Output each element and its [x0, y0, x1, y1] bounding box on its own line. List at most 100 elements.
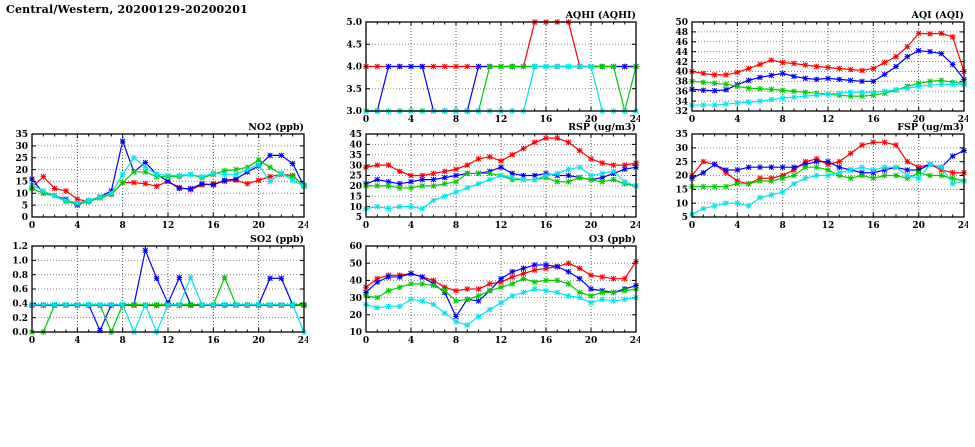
x-tick-label: 16 [540, 336, 553, 346]
data-point [97, 327, 103, 334]
data-point [408, 270, 414, 277]
data-point [278, 275, 285, 282]
chart-panel-o3: O3 (ppb) 10 20 30 40 50 60 0 4 8 12 16 20 24 [340, 232, 640, 347]
data-point [221, 177, 228, 184]
data-point [131, 302, 137, 308]
x-tick-label: 0 [363, 115, 369, 125]
plot-frame [691, 21, 965, 112]
y-tick-label: 30 [349, 294, 362, 304]
data-point [441, 168, 448, 175]
data-point [927, 31, 933, 37]
y-tick-label: 46 [675, 38, 688, 48]
data-point [768, 175, 775, 182]
data-point [825, 161, 831, 168]
data-point [153, 171, 160, 178]
data-point [153, 275, 160, 282]
data-point [475, 181, 482, 187]
data-point [859, 89, 865, 95]
x-tick-label: 8 [120, 336, 126, 346]
y-tick-label: 35 [675, 130, 688, 140]
data-point [599, 160, 606, 166]
y-tick-label: 1.0 [12, 257, 28, 267]
x-tick-label: 24 [630, 115, 640, 125]
data-point [475, 286, 482, 292]
data-point [610, 168, 617, 175]
data-point [554, 135, 561, 141]
y-tick-label: 60 [349, 242, 362, 252]
data-point [267, 173, 273, 180]
data-point [576, 289, 583, 296]
chart-panel-aqhi: AQHI (AQHI) 3.0 3.5 4.0 4.5 5.0 0 4 8 12 16 20 24 [340, 8, 640, 126]
data-point [509, 274, 516, 280]
y-tick-label: 36 [675, 87, 688, 97]
data-point [949, 34, 956, 40]
data-point [498, 164, 504, 170]
data-point [949, 181, 956, 187]
data-point [119, 302, 126, 308]
data-point [881, 139, 888, 146]
data-point [700, 183, 707, 190]
data-point [419, 298, 426, 304]
data-point [599, 170, 606, 177]
data-point [430, 282, 437, 289]
page-title: Central/Western, 20200129-20200201 [6, 3, 248, 16]
data-point [419, 274, 426, 280]
data-point [419, 176, 426, 183]
data-point [836, 158, 843, 165]
data-point [802, 93, 809, 99]
y-tick-label: 25 [675, 158, 688, 168]
data-point [97, 194, 103, 200]
data-point [385, 63, 392, 70]
data-point [791, 164, 797, 170]
data-point [441, 310, 448, 316]
data-point [723, 72, 729, 78]
data-point [723, 86, 729, 93]
data-point [700, 70, 707, 77]
data-point [63, 302, 69, 308]
data-point [949, 175, 956, 182]
x-tick-label: 24 [630, 221, 640, 231]
data-point [768, 57, 775, 63]
data-point [938, 81, 945, 88]
data-point [745, 99, 752, 105]
y-tick-label: 10 [15, 189, 28, 199]
data-point [825, 158, 831, 165]
x-tick-label: 12 [162, 221, 175, 231]
data-point [374, 275, 381, 282]
data-point [531, 286, 538, 292]
data-point [464, 170, 471, 177]
data-point [430, 183, 437, 189]
data-point [289, 177, 296, 184]
data-point [430, 170, 437, 177]
data-point [486, 170, 493, 177]
data-point [610, 298, 617, 304]
data-point [531, 172, 538, 179]
x-tick-label: 8 [453, 336, 459, 346]
series-blue [29, 247, 307, 334]
data-point [802, 62, 809, 68]
data-point [621, 162, 628, 168]
x-tick-label: 16 [540, 115, 553, 125]
data-point [486, 176, 493, 183]
series-cyan [29, 274, 307, 335]
data-point [565, 172, 572, 179]
y-tick-label: 48 [675, 28, 688, 38]
data-point [509, 269, 516, 275]
y-tick-label: 5 [682, 213, 688, 223]
data-point [870, 65, 877, 72]
y-tick-label: 5.0 [346, 18, 362, 28]
data-point [757, 85, 763, 92]
x-tick-label: 24 [298, 336, 308, 346]
data-point [621, 63, 628, 70]
data-point [419, 183, 426, 189]
data-point [610, 176, 617, 183]
x-tick-label: 4 [408, 115, 414, 125]
data-point [453, 287, 459, 294]
data-point [374, 279, 381, 285]
data-point [745, 85, 752, 92]
data-point [131, 169, 137, 175]
y-tick-label: 35 [15, 130, 28, 140]
data-point [498, 279, 504, 285]
data-point [543, 172, 549, 179]
data-point [700, 102, 707, 108]
